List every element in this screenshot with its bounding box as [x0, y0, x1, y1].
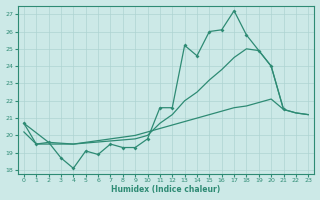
- X-axis label: Humidex (Indice chaleur): Humidex (Indice chaleur): [111, 185, 221, 194]
